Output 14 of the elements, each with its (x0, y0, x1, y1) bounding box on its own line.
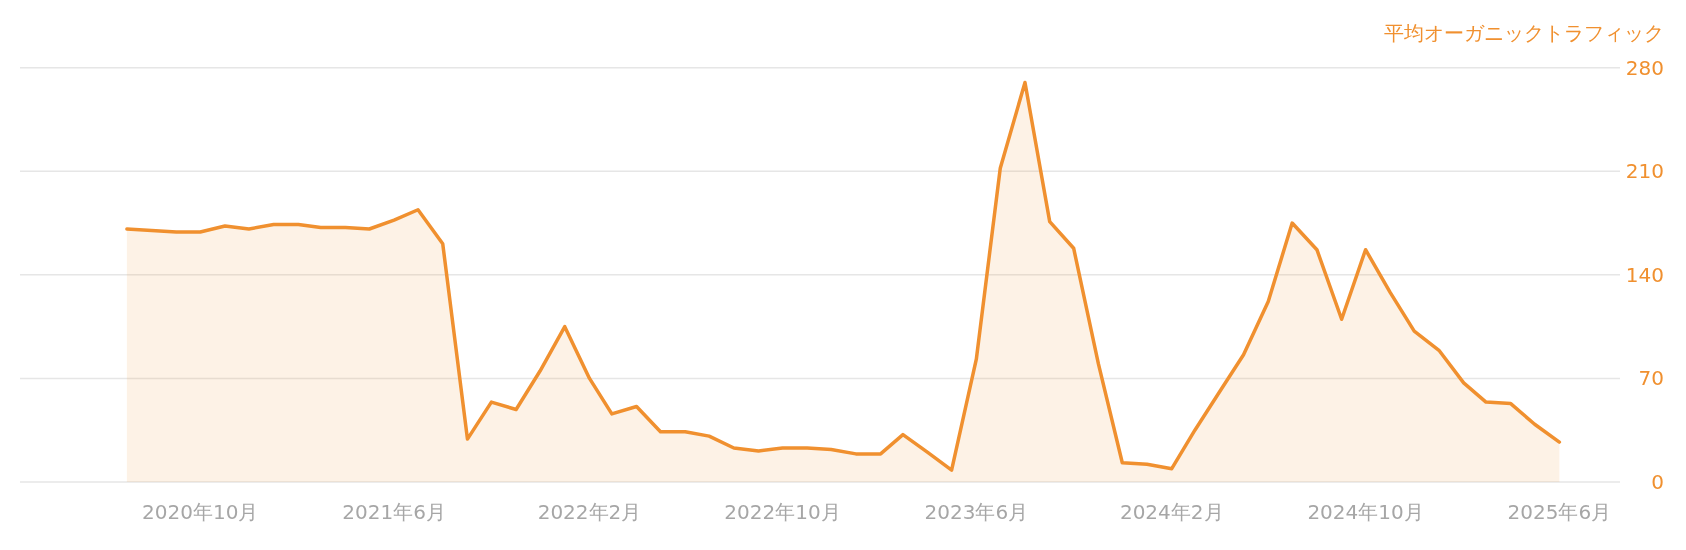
x-tick-label: 2024年2月 (1119, 500, 1224, 524)
y-tick-label: 210 (1625, 159, 1664, 184)
y-tick-label: 140 (1625, 262, 1664, 287)
x-tick-label: 2022年2月 (537, 500, 642, 524)
y-tick-label: 0 (1651, 470, 1664, 494)
x-tick-label: 2025年6月 (1507, 500, 1612, 524)
x-tick-label: 2021年6月 (342, 500, 446, 524)
y-tick-label: 280 (1625, 55, 1664, 80)
x-tick-label: 2022年10月 (724, 500, 841, 524)
y-tick-label: 70 (1638, 366, 1664, 391)
y-axis-title: 平均オーガニックトラフィック (1384, 21, 1664, 45)
x-tick-label: 2024年10月 (1307, 500, 1424, 524)
x-tick-label: 2020年10月 (142, 500, 259, 524)
x-tick-label: 2023年6月 (924, 500, 1029, 524)
